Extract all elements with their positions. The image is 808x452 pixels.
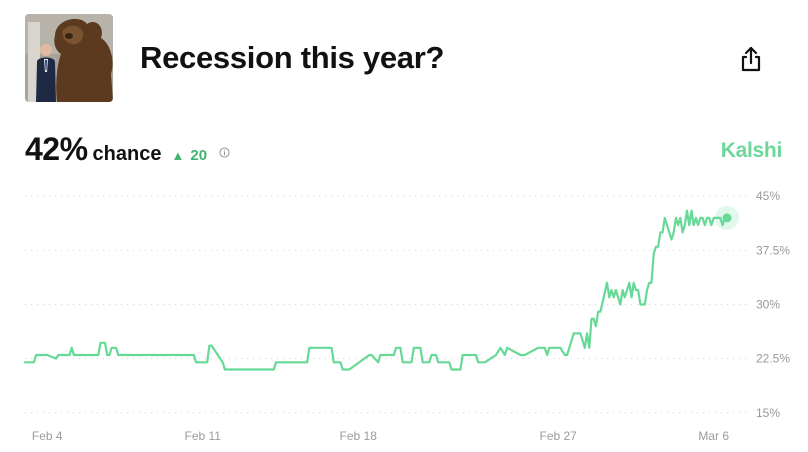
probability-value: 42%: [25, 131, 88, 167]
share-button[interactable]: [738, 45, 764, 73]
y-tick-label: 30%: [756, 298, 780, 312]
change-value: 20: [190, 147, 208, 164]
y-tick-label: 15%: [756, 406, 780, 420]
brand-logo[interactable]: Kalshi: [720, 139, 783, 162]
share-icon: [741, 46, 761, 72]
up-triangle-icon: ▲: [171, 148, 185, 163]
series-line: [23, 209, 729, 371]
info-icon[interactable]: [219, 147, 230, 158]
x-tick-label: Feb 4: [32, 429, 63, 443]
x-tick-label: Feb 27: [539, 429, 577, 443]
probability-summary: 42% chance ▲ 20: [25, 131, 230, 168]
y-tick-label: 37.5%: [756, 243, 790, 257]
last-point-marker: [722, 213, 732, 223]
page-title: Recession this year?: [140, 40, 445, 75]
y-tick-label: 45%: [756, 189, 780, 203]
chance-label: chance: [92, 143, 162, 165]
y-tick-label: 22.5%: [756, 352, 790, 366]
x-tick-label: Feb 11: [184, 429, 221, 443]
market-thumbnail: [25, 14, 113, 102]
x-tick-label: Mar 6: [698, 429, 729, 443]
change-badge: ▲ 20: [171, 147, 207, 164]
bull-statue-image: [25, 14, 113, 102]
x-tick-label: Feb 18: [340, 429, 378, 443]
